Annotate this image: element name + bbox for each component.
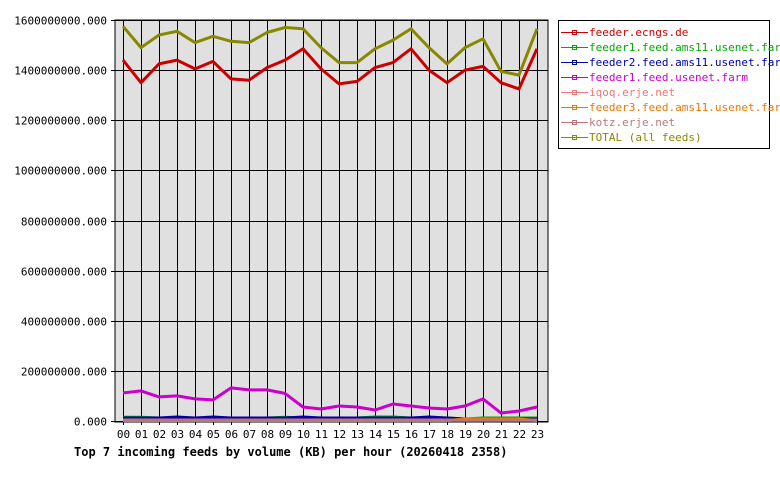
chart-title: Top 7 incoming feeds by volume (KB) per … — [74, 445, 507, 459]
x-tick-label: 06 — [225, 428, 238, 441]
x-tick-label: 01 — [135, 428, 148, 441]
x-tick-label: 08 — [261, 428, 274, 441]
legend-label: feeder1.feed.ams11.usenet.farm — [589, 41, 780, 54]
x-tick-label: 05 — [207, 428, 220, 441]
legend-line-marker-icon — [561, 87, 588, 98]
legend-line-marker-icon — [561, 42, 588, 53]
legend-item: feeder1.feed.usenet.farm — [559, 70, 769, 85]
y-tick-label: 1400000000.000 — [14, 65, 107, 78]
x-tick-label: 20 — [477, 428, 490, 441]
series-line — [122, 386, 538, 415]
legend-label: kotz.erje.net — [589, 116, 676, 129]
legend-label: feeder.ecngs.de — [589, 26, 689, 39]
y-tick-label: 600000000.000 — [21, 266, 107, 279]
series-line — [121, 47, 539, 91]
x-tick-label: 02 — [153, 428, 166, 441]
x-tick-label: 04 — [189, 428, 203, 441]
y-tick-label: 400000000.000 — [21, 316, 107, 329]
x-tick-label: 03 — [171, 428, 184, 441]
y-tick-label: 1600000000.000 — [14, 15, 107, 28]
legend-label: feeder3.feed.ams11.usenet.farm — [589, 101, 780, 114]
legend-item: kotz.erje.net — [559, 115, 769, 130]
x-tick-label: 17 — [423, 428, 436, 441]
x-tick-label: 21 — [495, 428, 508, 441]
legend-item: feeder2.feed.ams11.usenet.farm — [559, 55, 780, 70]
y-tick-label: 800000000.000 — [21, 216, 107, 229]
x-tick-label: 18 — [441, 428, 454, 441]
legend-line-marker-icon — [561, 72, 588, 83]
legend-item: feeder1.feed.ams11.usenet.farm — [559, 40, 780, 55]
x-tick-label: 23 — [531, 428, 544, 441]
y-axis: 0.000 200000000.000 400000000.000 600000000… — [14, 15, 115, 429]
legend: feeder.ecngs.de feeder1.feed.ams11.usenet… — [558, 20, 780, 149]
legend-label: iqoq.erje.net — [589, 86, 676, 99]
legend-item: TOTAL (all feeds) — [559, 130, 769, 145]
x-tick-label: 22 — [513, 428, 526, 441]
x-tick-label: 16 — [405, 428, 418, 441]
x-axis: 00 01 02 03 04 05 06 07 08 09 10 11 12 13 14 15 16 17 18 19… — [117, 421, 544, 441]
x-tick-label: 12 — [333, 428, 346, 441]
x-tick-label: 11 — [315, 428, 328, 441]
series-line — [121, 25, 539, 77]
x-tick-label: 13 — [351, 428, 364, 441]
legend-item: iqoq.erje.net — [559, 85, 769, 100]
legend-label: feeder1.feed.usenet.farm — [589, 71, 748, 84]
x-tick-label: 07 — [243, 428, 256, 441]
legend-line-marker-icon — [561, 117, 588, 128]
x-tick-label: 19 — [459, 428, 472, 441]
x-tick-label: 15 — [387, 428, 400, 441]
legend-label: TOTAL (all feeds) — [589, 131, 702, 144]
y-tick-label: 0.000 — [74, 416, 107, 429]
legend-label: feeder2.feed.ams11.usenet.farm — [589, 56, 780, 69]
legend-line-marker-icon — [561, 102, 588, 113]
legend-line-marker-icon — [561, 27, 588, 38]
legend-item: feeder3.feed.ams11.usenet.farm — [559, 100, 780, 115]
y-tick-label: 200000000.000 — [21, 366, 107, 379]
x-tick-label: 14 — [369, 428, 383, 441]
x-tick-label: 00 — [117, 428, 130, 441]
series-lines — [121, 25, 539, 422]
x-tick-label: 10 — [297, 428, 310, 441]
legend-item: feeder.ecngs.de — [559, 25, 769, 40]
y-tick-label: 1000000000.000 — [14, 165, 107, 178]
legend-line-marker-icon — [561, 132, 588, 143]
y-tick-label: 1200000000.000 — [14, 115, 107, 128]
legend-line-marker-icon — [561, 57, 588, 68]
x-tick-label: 09 — [279, 428, 292, 441]
